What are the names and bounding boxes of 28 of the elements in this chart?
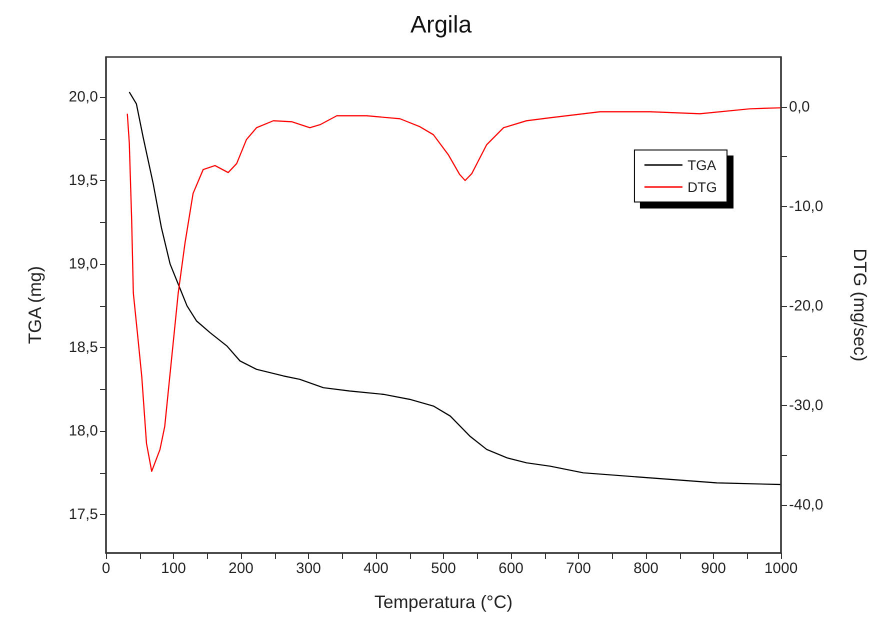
y2-axis-title: DTG (mg/sec) — [850, 248, 870, 362]
y2-tick-label: -30,0 — [789, 397, 824, 414]
y-tick-label: 17,5 — [68, 506, 98, 524]
x-tick-label: 500 — [430, 560, 456, 577]
y2-tick-label: -20,0 — [789, 297, 824, 314]
x-tick-label: 200 — [228, 560, 254, 577]
x-tick-label: 900 — [700, 560, 726, 577]
x-tick-label: 300 — [296, 560, 322, 577]
y-tick-label: 20,0 — [68, 88, 98, 106]
x-tick-label: 100 — [160, 560, 186, 577]
y-tick-label: 19,5 — [68, 172, 98, 190]
x-tick-label: 700 — [566, 560, 592, 577]
y2-tick-label: -10,0 — [789, 198, 824, 215]
y-tick-label: 18,5 — [68, 339, 98, 356]
chart-title: Argila — [410, 12, 472, 38]
x-tick-label: 800 — [633, 560, 659, 577]
y-tick-label: 19,0 — [68, 256, 98, 273]
legend-label: DTG — [687, 179, 718, 195]
y-tick-label: 18,0 — [68, 422, 98, 440]
x-tick-label: 1000 — [764, 560, 798, 577]
x-tick-label: 400 — [363, 560, 389, 577]
y2-tick-label: -40,0 — [789, 496, 824, 514]
x-tick-label: 0 — [102, 560, 110, 577]
x-tick-label: 600 — [498, 560, 524, 577]
legend-label: TGA — [687, 157, 717, 173]
y2-tick-label: 0,0 — [789, 98, 810, 116]
x-axis-title: Temperatura (°C) — [374, 592, 513, 612]
y-axis-title: TGA (mg) — [25, 266, 45, 344]
